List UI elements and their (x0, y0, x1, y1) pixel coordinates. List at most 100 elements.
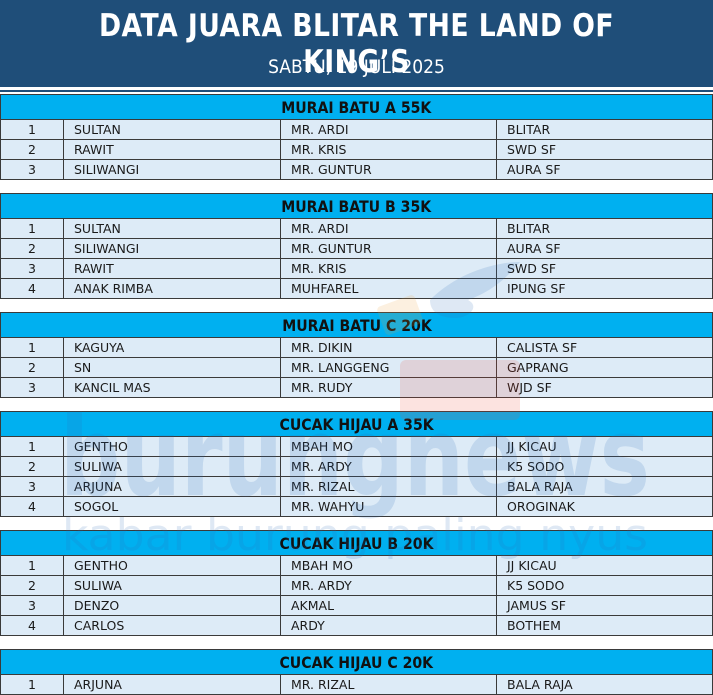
results-section: MURAI BATU A 55K 1 SULTAN MR. ARDI BLITAR 2 RA… (0, 94, 713, 180)
table-row: 3 RAWIT MR. KRIS SWD SF (0, 259, 713, 279)
bird-name-cell: SULIWA (64, 457, 281, 476)
team-cell: BLITAR (507, 221, 551, 236)
section-title-text: CUCAK HIJAU C 20K (279, 653, 434, 672)
owner-cell: MR. WAHYU (281, 497, 497, 516)
owner-cell: AKMAL (281, 596, 497, 615)
rank-cell: 4 (1, 497, 64, 516)
section-title-text: MURAI BATU A 55K (281, 98, 432, 117)
owner-cell: MR. RIZAL (281, 675, 497, 694)
results-section: CUCAK HIJAU A 35K 1 GENTHO MBAH MO JJ KICAU 2… (0, 411, 713, 517)
bird-name-cell: ANAK RIMBA (64, 279, 281, 298)
section-title: CUCAK HIJAU C 20K (0, 649, 713, 675)
owner-cell: MR. RUDY (281, 378, 497, 397)
bird-name-cell: ARJUNA (64, 477, 281, 496)
owner-cell: MR. ARDY (281, 576, 497, 595)
rank-cell: 2 (1, 140, 64, 159)
team-cell: BALA RAJA (507, 479, 573, 494)
rank-cell: 2 (1, 457, 64, 476)
bird-name-cell: SULTAN (64, 120, 281, 139)
team-cell: JAMUS SF (507, 598, 566, 613)
table-row: 1 SULTAN MR. ARDI BLITAR (0, 120, 713, 140)
section-title: CUCAK HIJAU B 20K (0, 530, 713, 556)
section-title-text: MURAI BATU B 35K (281, 197, 432, 216)
owner-cell: MR. DIKIN (281, 338, 497, 357)
section-title-text: CUCAK HIJAU A 35K (279, 415, 434, 434)
bird-name-cell: CARLOS (64, 616, 281, 635)
table-row: 4 SOGOL MR. WAHYU OROGINAK (0, 497, 713, 517)
team-cell: BOTHEM (507, 618, 561, 633)
team-cell: IPUNG SF (507, 281, 566, 296)
rank-cell: 2 (1, 239, 64, 258)
owner-cell: MR. GUNTUR (281, 239, 497, 258)
section-title-text: MURAI BATU C 20K (281, 316, 432, 335)
bird-name-cell: KANCIL MAS (64, 378, 281, 397)
rank-cell: 1 (1, 556, 64, 575)
table-row: 1 GENTHO MBAH MO JJ KICAU (0, 556, 713, 576)
bird-name-cell: KAGUYA (64, 338, 281, 357)
bird-name-cell: SULIWA (64, 576, 281, 595)
bird-name-cell: RAWIT (64, 259, 281, 278)
table-row: 4 ANAK RIMBA MUHFAREL IPUNG SF (0, 279, 713, 299)
table-row: 2 SULIWA MR. ARDY K5 SODO (0, 457, 713, 477)
owner-cell: MR. ARDI (281, 120, 497, 139)
team-cell: AURA SF (507, 241, 561, 256)
rank-cell: 4 (1, 279, 64, 298)
owner-cell: MUHFAREL (281, 279, 497, 298)
rank-cell: 2 (1, 576, 64, 595)
page-subtitle-date: SABTU, 19 JULI 2025 (268, 56, 445, 78)
table-row: 4 CARLOS ARDY BOTHEM (0, 616, 713, 636)
team-cell: AURA SF (507, 162, 561, 177)
rank-cell: 3 (1, 477, 64, 496)
rank-cell: 1 (1, 219, 64, 238)
table-row: 3 DENZO AKMAL JAMUS SF (0, 596, 713, 616)
owner-cell: MR. GUNTUR (281, 160, 497, 179)
section-title: MURAI BATU A 55K (0, 94, 713, 120)
rank-cell: 3 (1, 596, 64, 615)
rank-cell: 1 (1, 437, 64, 456)
bird-name-cell: RAWIT (64, 140, 281, 159)
rank-cell: 3 (1, 160, 64, 179)
owner-cell: MR. LANGGENG (281, 358, 497, 377)
page-title: DATA JUARA BLITAR THE LAND OF KING’S (98, 8, 615, 80)
results-section: MURAI BATU C 20K 1 KAGUYA MR. DIKIN CALISTA … (0, 312, 713, 398)
bird-name-cell: SULTAN (64, 219, 281, 238)
table-row: 3 ARJUNA MR. RIZAL BALA RAJA (0, 477, 713, 497)
owner-cell: MBAH MO (281, 437, 497, 456)
owner-cell: MBAH MO (281, 556, 497, 575)
table-row: 1 SULTAN MR. ARDI BLITAR (0, 219, 713, 239)
owner-cell: MR. KRIS (281, 140, 497, 159)
section-title: MURAI BATU C 20K (0, 312, 713, 338)
rank-cell: 1 (1, 338, 64, 357)
owner-cell: MR. ARDI (281, 219, 497, 238)
owner-cell: ARDY (281, 616, 497, 635)
team-cell: OROGINAK (507, 499, 575, 514)
team-cell: K5 SODO (507, 459, 565, 474)
bird-name-cell: GENTHO (64, 437, 281, 456)
bird-name-cell: GENTHO (64, 556, 281, 575)
table-row: 3 SILIWANGI MR. GUNTUR AURA SF (0, 160, 713, 180)
bird-name-cell: SILIWANGI (64, 160, 281, 179)
team-cell: BALA RAJA (507, 677, 573, 692)
results-section: CUCAK HIJAU C 20K 1 ARJUNA MR. RIZAL BALA RA… (0, 649, 713, 695)
table-row: 2 SN MR. LANGGENG GAPRANG (0, 358, 713, 378)
owner-cell: MR. ARDY (281, 457, 497, 476)
results-section: CUCAK HIJAU B 20K 1 GENTHO MBAH MO JJ KICAU 2… (0, 530, 713, 636)
table-row: 1 KAGUYA MR. DIKIN CALISTA SF (0, 338, 713, 358)
team-cell: JJ KICAU (507, 439, 557, 454)
bird-name-cell: SN (64, 358, 281, 377)
team-cell: SWD SF (507, 261, 557, 276)
owner-cell: MR. RIZAL (281, 477, 497, 496)
table-row: 2 SULIWA MR. ARDY K5 SODO (0, 576, 713, 596)
section-title-text: CUCAK HIJAU B 20K (279, 534, 434, 553)
page-header: DATA JUARA BLITAR THE LAND OF KING’S SAB… (0, 0, 713, 87)
team-cell: CALISTA SF (507, 340, 578, 355)
team-cell: JJ KICAU (507, 558, 557, 573)
rank-cell: 4 (1, 616, 64, 635)
rank-cell: 1 (1, 675, 64, 694)
rank-cell: 3 (1, 378, 64, 397)
rank-cell: 2 (1, 358, 64, 377)
table-row: 2 SILIWANGI MR. GUNTUR AURA SF (0, 239, 713, 259)
header-divider (0, 90, 713, 92)
team-cell: SWD SF (507, 142, 557, 157)
team-cell: K5 SODO (507, 578, 565, 593)
